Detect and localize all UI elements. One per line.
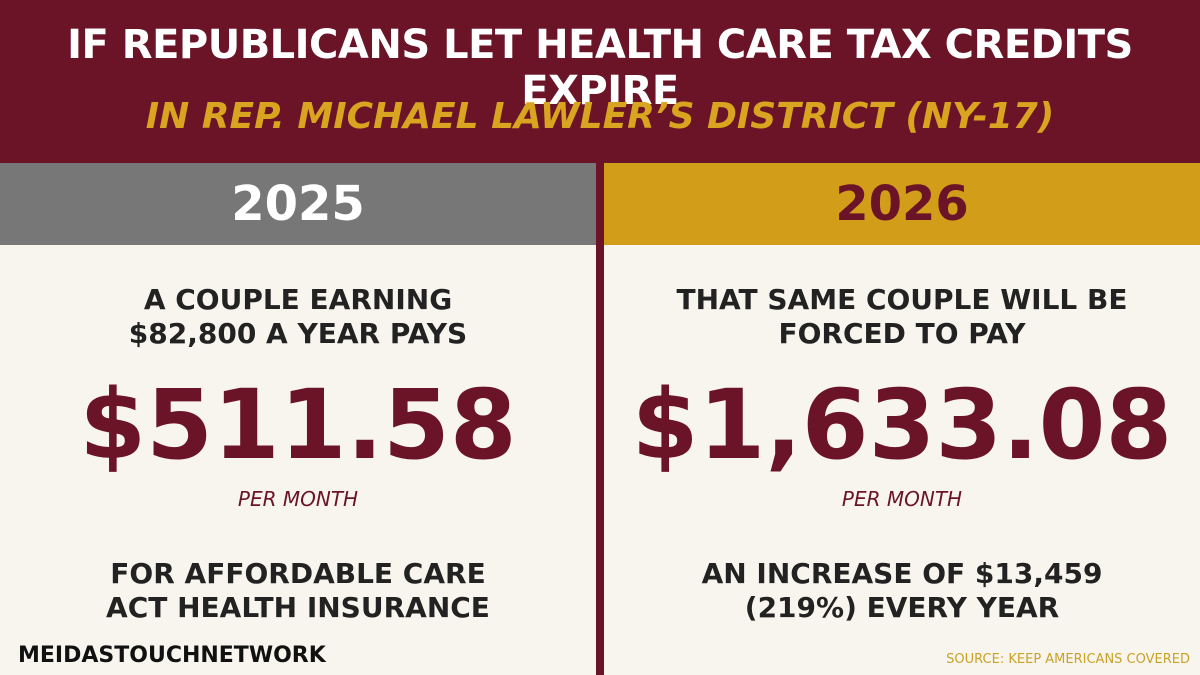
line: FORCED TO PAY [778,317,1026,350]
line: $82,800 A YEAR PAYS [128,317,468,350]
amount: $1,633.08 [631,369,1173,481]
column: 2025 A COUPLE EARNING $82,800 A YEAR PAYS… [0,163,596,675]
intro: A COUPLE EARNING $82,800 A YEAR PAYS [0,283,596,353]
header: IF REPUBLICANS LET HEALTH CARE TAX CREDI… [0,0,1200,163]
source: SOURCE: KEEP AMERICANS COVERED [946,652,1190,667]
column: 2026 THAT SAME COUPLE WILL BE FORCED TO P… [604,163,1200,675]
year: 2026 [604,163,1200,245]
line: THAT SAME COUPLE WILL BE [676,283,1128,316]
period: PER MONTH [237,487,359,511]
brand: MEIDASTOUCHNETWORK [18,643,326,668]
year: 2025 [0,163,596,245]
line: (219%) EVERY YEAR [744,591,1060,624]
line: FOR AFFORDABLE CARE [110,557,486,590]
period: PER MONTH [841,487,963,511]
line: ACT HEALTH INSURANCE [106,591,490,624]
note: FOR AFFORDABLE CARE ACT HEALTH INSURANCE [0,557,596,625]
amount: $511.58 [79,369,517,481]
line: A COUPLE EARNING [143,283,453,316]
line: AN INCREASE OF $13,459 [701,557,1103,590]
divider [596,163,604,675]
intro: THAT SAME COUPLE WILL BE FORCED TO PAY [604,283,1200,353]
note: AN INCREASE OF $13,459 (219%) EVERY YEAR [604,557,1200,625]
title: IF REPUBLICANS LET HEALTH CARE TAX CREDI… [67,22,1133,114]
subtitle: IN REP. MICHAEL LAWLER’S DISTRICT (NY-17… [145,96,1055,137]
